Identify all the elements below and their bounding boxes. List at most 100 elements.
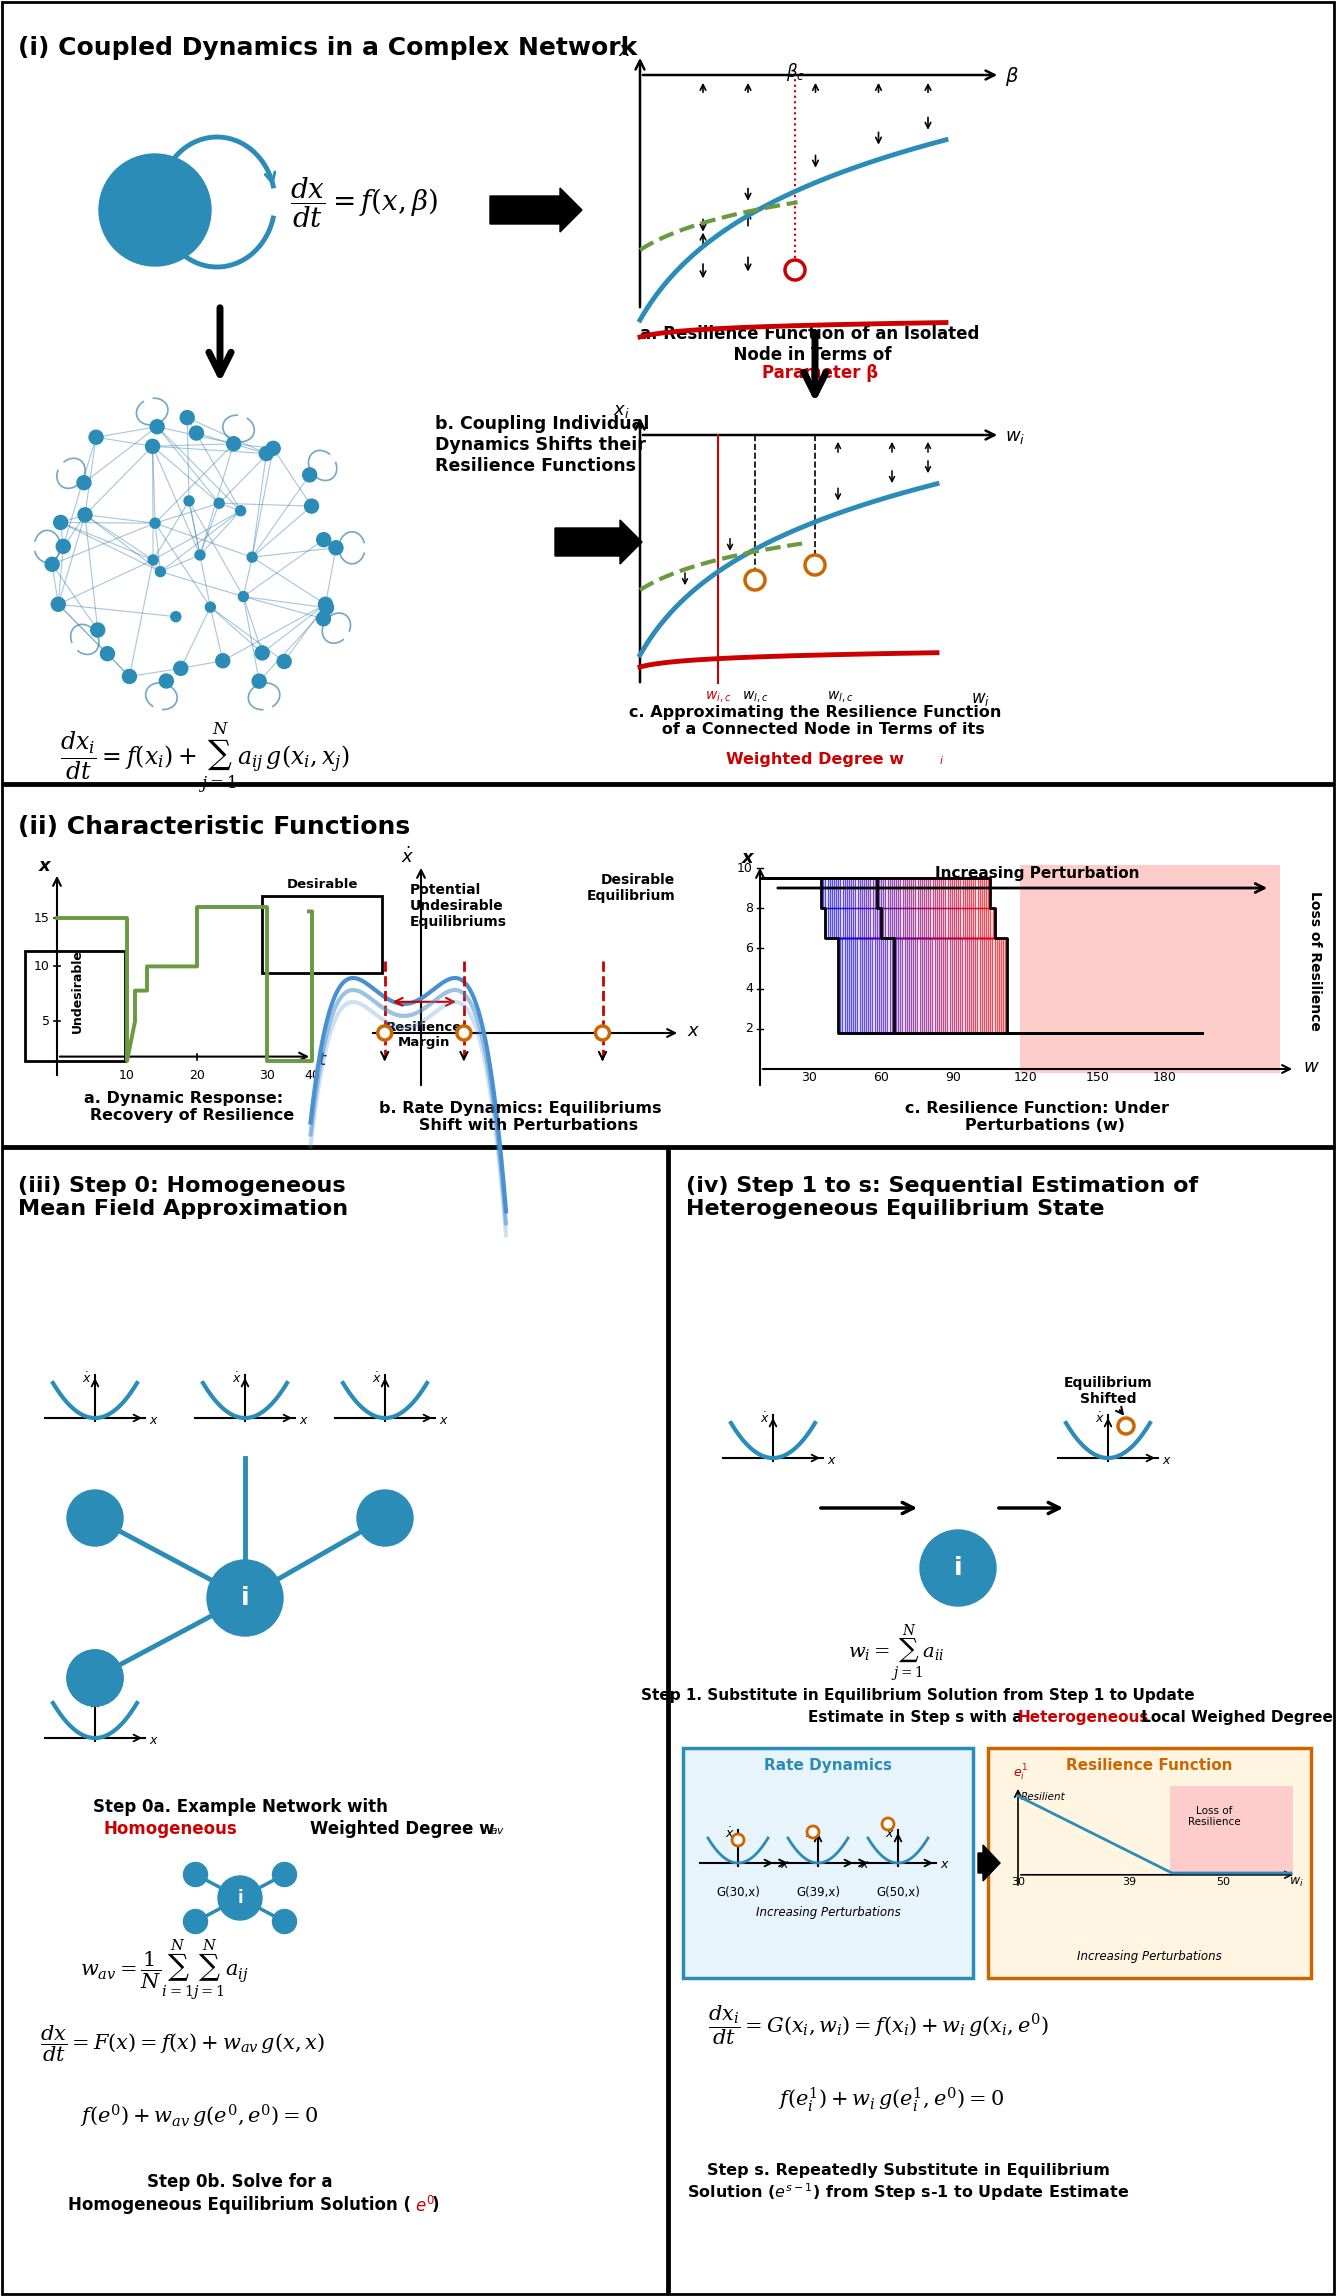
Circle shape (806, 556, 826, 574)
Circle shape (319, 602, 334, 615)
Bar (1170, 1786, 1293, 1876)
Text: $w_i$: $w_i$ (1005, 427, 1025, 445)
Text: x: x (150, 1414, 156, 1426)
Text: $w_{av} = \dfrac{1}{N}\sum_{i=1}^{N}\sum_{j=1}^{N} a_{ij}$: $w_{av} = \dfrac{1}{N}\sum_{i=1}^{N}\sum… (80, 1938, 248, 2002)
Text: 30: 30 (259, 1068, 275, 1081)
Bar (25, 951, 126, 1061)
Bar (1019, 866, 1280, 1072)
Text: Rate Dynamics: Rate Dynamics (764, 1759, 892, 1773)
Text: $e^0$: $e^0$ (415, 2195, 434, 2216)
Text: $\dfrac{dx}{dt} = f(x,\beta)$: $\dfrac{dx}{dt} = f(x,\beta)$ (290, 174, 438, 230)
Text: $w_{l,c}$: $w_{l,c}$ (741, 691, 768, 705)
Text: w: w (1303, 1058, 1317, 1077)
Text: (iii) Step 0: Homogeneous
Mean Field Approximation: (iii) Step 0: Homogeneous Mean Field App… (17, 1176, 349, 1219)
Circle shape (921, 1529, 997, 1605)
Circle shape (273, 1910, 297, 1933)
Circle shape (183, 1862, 207, 1887)
Text: x: x (1162, 1453, 1169, 1467)
Circle shape (305, 498, 318, 512)
Bar (262, 895, 382, 974)
Circle shape (123, 670, 136, 684)
Circle shape (786, 259, 806, 280)
Circle shape (247, 551, 257, 563)
Circle shape (255, 645, 269, 659)
Circle shape (190, 427, 203, 441)
Circle shape (77, 507, 92, 521)
Bar (1, 1148, 667, 2294)
Polygon shape (554, 519, 643, 565)
Text: x: x (860, 1857, 867, 1871)
Text: Increasing Perturbation: Increasing Perturbation (935, 866, 1140, 882)
Circle shape (238, 592, 248, 602)
Bar (683, 1747, 973, 1977)
Text: Heterogeneous: Heterogeneous (1018, 1711, 1149, 1724)
Text: Step 0b. Solve for a: Step 0b. Solve for a (147, 2172, 333, 2190)
Text: Loss of Resilience: Loss of Resilience (1308, 891, 1323, 1031)
Text: 60: 60 (874, 1070, 890, 1084)
Text: 150: 150 (1086, 1070, 1109, 1084)
Text: x: x (619, 41, 631, 60)
Circle shape (159, 675, 174, 689)
Text: Increasing Perturbations: Increasing Perturbations (1077, 1949, 1221, 1963)
Text: Loss of
Resilience: Loss of Resilience (1188, 1805, 1241, 1828)
Text: Estimate in Step s with a: Estimate in Step s with a (808, 1711, 1027, 1724)
Text: Desirable
Equilibrium: Desirable Equilibrium (587, 872, 675, 902)
Text: $w_{l,c}$: $w_{l,c}$ (827, 691, 854, 705)
Text: x: x (39, 856, 49, 875)
Text: c. Resilience Function: Under
   Perturbations (w): c. Resilience Function: Under Perturbati… (904, 1102, 1169, 1134)
Text: $e_i^1$: $e_i^1$ (1013, 1763, 1027, 1784)
Circle shape (150, 420, 164, 434)
Bar (1, 2, 1335, 783)
Text: $\dot{x}$: $\dot{x}$ (886, 1825, 895, 1841)
Text: G(30,x): G(30,x) (716, 1885, 760, 1899)
Circle shape (317, 611, 330, 627)
Text: 4: 4 (745, 983, 754, 994)
Circle shape (155, 567, 166, 576)
Text: $w_{i,c}$: $w_{i,c}$ (705, 691, 731, 705)
Circle shape (259, 448, 274, 461)
Circle shape (180, 411, 194, 425)
Circle shape (357, 1490, 413, 1545)
Circle shape (214, 498, 224, 507)
Circle shape (732, 1835, 744, 1846)
Text: (i) Coupled Dynamics in a Complex Network: (i) Coupled Dynamics in a Complex Networ… (17, 37, 637, 60)
Bar (669, 1148, 1335, 2294)
Text: Equilibrium
Shifted: Equilibrium Shifted (1063, 1375, 1153, 1405)
Text: $\beta_c$: $\beta_c$ (786, 62, 804, 83)
Text: (ii) Characteristic Functions: (ii) Characteristic Functions (17, 815, 410, 838)
Circle shape (317, 533, 330, 546)
Polygon shape (978, 1846, 1001, 1880)
Text: $\dot{x}$: $\dot{x}$ (83, 1690, 92, 1706)
Circle shape (171, 611, 180, 622)
Text: 10: 10 (119, 1068, 135, 1081)
Text: 120: 120 (1014, 1070, 1037, 1084)
Bar (1, 785, 1335, 1146)
Text: t: t (319, 1052, 326, 1068)
Text: $x_i$: $x_i$ (613, 402, 631, 420)
Text: i: i (240, 1587, 250, 1609)
Text: $\dot{x}$: $\dot{x}$ (232, 1371, 242, 1384)
Circle shape (67, 1490, 123, 1545)
Text: x: x (440, 1414, 446, 1426)
Circle shape (150, 519, 160, 528)
Circle shape (378, 1026, 391, 1040)
Text: x: x (827, 1453, 835, 1467)
Text: 8: 8 (745, 902, 754, 914)
Circle shape (90, 429, 103, 443)
Circle shape (195, 551, 204, 560)
Text: $\dfrac{dx_i}{dt} = G(x_i, w_i) = f(x_i) + w_i\, g(x_i, e^0)$: $\dfrac{dx_i}{dt} = G(x_i, w_i) = f(x_i)… (708, 2002, 1049, 2046)
Text: Weighted Degree w: Weighted Degree w (310, 1821, 494, 1839)
Circle shape (807, 1825, 819, 1839)
Circle shape (174, 661, 188, 675)
Circle shape (596, 1026, 609, 1040)
Text: 10: 10 (35, 960, 49, 974)
Text: x: x (780, 1857, 787, 1871)
Text: i: i (238, 1890, 243, 1908)
Text: $w_i$: $w_i$ (1289, 1876, 1304, 1890)
Text: b. Rate Dynamics: Equilibriums
   Shift with Perturbations: b. Rate Dynamics: Equilibriums Shift wit… (378, 1102, 661, 1134)
Text: 2: 2 (745, 1022, 754, 1035)
Text: $f(e^0) + w_{av}\, g(e^0, e^0) = 0$: $f(e^0) + w_{av}\, g(e^0, e^0) = 0$ (80, 2103, 318, 2131)
Circle shape (67, 1651, 123, 1706)
Text: Undesirable: Undesirable (71, 948, 83, 1033)
Circle shape (45, 558, 59, 572)
